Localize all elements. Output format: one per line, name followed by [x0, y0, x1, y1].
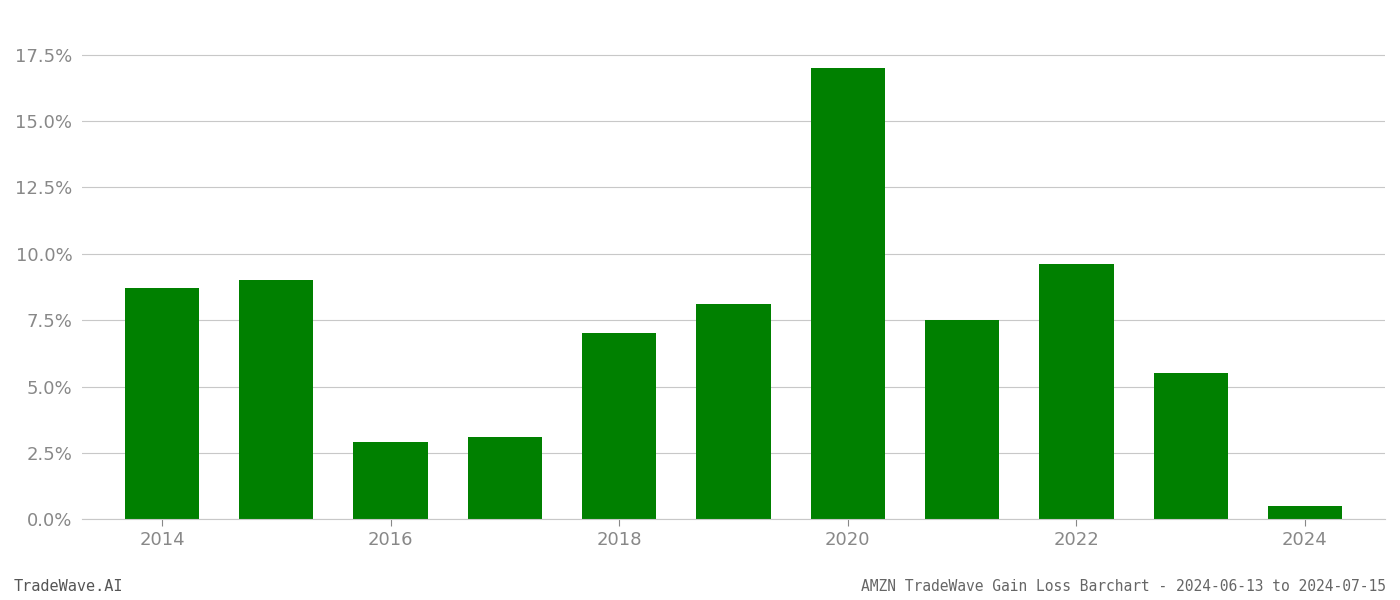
Bar	[925, 320, 1000, 519]
Bar	[811, 68, 885, 519]
Bar	[468, 437, 542, 519]
Bar	[582, 334, 657, 519]
Bar	[696, 304, 770, 519]
Text: TradeWave.AI: TradeWave.AI	[14, 579, 123, 594]
Bar	[125, 289, 199, 519]
Bar	[1268, 506, 1343, 519]
Bar	[353, 442, 428, 519]
Bar	[1154, 373, 1228, 519]
Bar	[239, 280, 314, 519]
Text: AMZN TradeWave Gain Loss Barchart - 2024-06-13 to 2024-07-15: AMZN TradeWave Gain Loss Barchart - 2024…	[861, 579, 1386, 594]
Bar	[1039, 265, 1113, 519]
